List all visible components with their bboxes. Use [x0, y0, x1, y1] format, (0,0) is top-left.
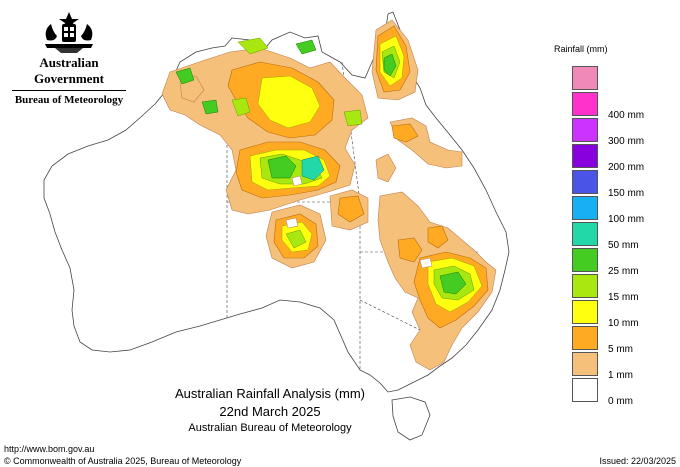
- commonwealth-coat-of-arms-icon: [45, 12, 93, 53]
- legend-label: 10 mm: [608, 318, 639, 329]
- legend-swatch: [572, 92, 598, 116]
- legend-label: 0 mm: [608, 396, 633, 407]
- legend-swatch: [572, 300, 598, 324]
- rain-50mm-areas: [301, 155, 325, 181]
- bom-logo: Australian Government Bureau of Meteorol…: [8, 10, 130, 106]
- legend-label: 5 mm: [608, 344, 633, 355]
- copyright-text: © Commonwealth of Australia 2025, Bureau…: [4, 456, 242, 466]
- legend-label: 50 mm: [608, 240, 639, 251]
- government-label: Australian Government: [33, 55, 105, 86]
- logo-divider: [12, 90, 126, 91]
- legend-title: Rainfall (mm): [554, 44, 608, 54]
- tasmania: [391, 396, 431, 441]
- legend-label: 100 mm: [608, 214, 645, 225]
- rain-25mm-areas: [175, 39, 467, 295]
- legend-swatch: [572, 222, 598, 246]
- legend-swatch: [572, 274, 598, 298]
- legend-label: 300 mm: [608, 136, 645, 147]
- map-title-block: Australian Rainfall Analysis (mm) 22nd M…: [110, 386, 430, 434]
- legend-swatch: [572, 118, 598, 142]
- legend-swatch: [572, 248, 598, 272]
- legend-label: 150 mm: [608, 188, 645, 199]
- dry-patches: [285, 175, 433, 269]
- legend-swatch: [572, 352, 598, 376]
- legend-swatch: [572, 170, 598, 194]
- legend-label: 400 mm: [608, 110, 645, 121]
- legend-label: 1 mm: [608, 370, 633, 381]
- issued-date: Issued: 22/03/2025: [599, 456, 676, 466]
- legend-swatch: [572, 196, 598, 220]
- map-date: 22nd March 2025: [219, 404, 321, 419]
- map-title: Australian Rainfall Analysis (mm): [174, 386, 365, 401]
- bom-url-link[interactable]: http://www.bom.gov.au: [4, 444, 95, 454]
- legend-swatch: [572, 378, 598, 402]
- legend-label: 25 mm: [608, 266, 639, 277]
- legend-swatch: [572, 66, 598, 90]
- legend-label: 200 mm: [608, 162, 645, 173]
- legend-label: 15 mm: [608, 292, 639, 303]
- legend-swatch: [572, 144, 598, 168]
- legend-swatch: [572, 326, 598, 350]
- map-source: Australian Bureau of Meteorology: [188, 422, 352, 434]
- bureau-label: Bureau of Meteorology: [14, 94, 124, 106]
